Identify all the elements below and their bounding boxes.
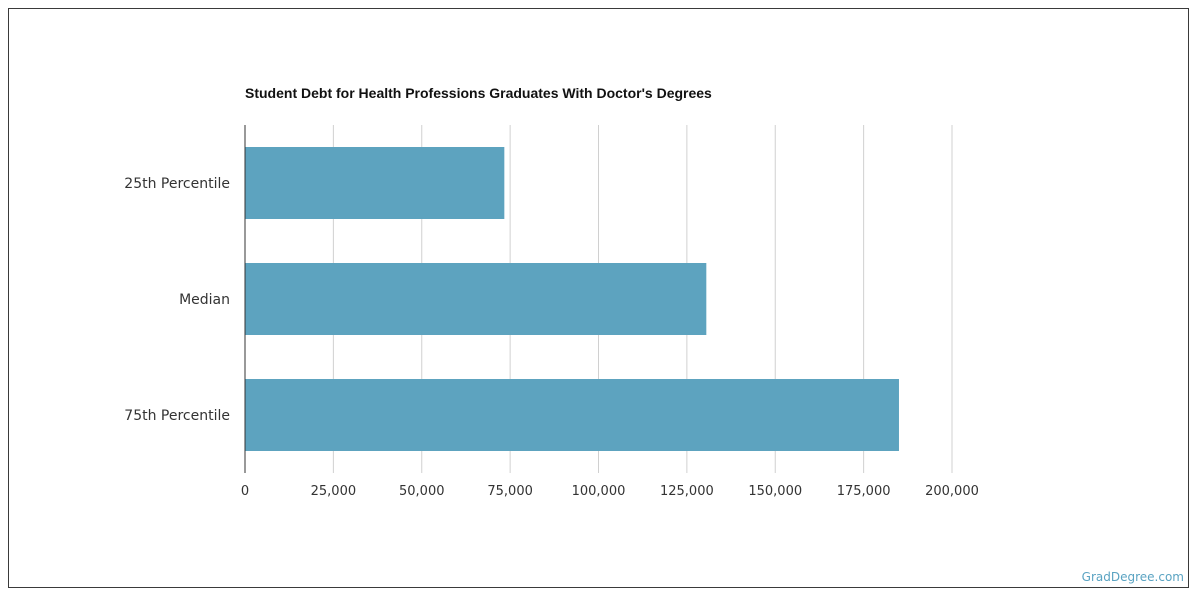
source-watermark[interactable]: GradDegree.com [1081,570,1184,584]
bar[interactable] [245,263,707,335]
y-category-label: Median [179,292,230,308]
x-tick-label: 50,000 [399,484,445,499]
x-tick-label: 100,000 [572,484,626,499]
y-category-label: 75th Percentile [124,408,230,424]
x-tick-label: 0 [241,484,249,499]
x-tick-label: 175,000 [837,484,891,499]
labels: 0 25,000 50,000 75,000 100,000 125,000 150,000… [124,176,979,499]
x-tick-label: 200,000 [925,484,979,499]
bar[interactable] [245,147,505,219]
x-tick-label: 125,000 [660,484,714,499]
bar[interactable] [245,379,899,451]
x-tick-label: 150,000 [748,484,802,499]
chart-title: Student Debt for Health Professions Grad… [245,85,712,101]
bars [245,147,899,451]
x-tick-label: 75,000 [487,484,533,499]
x-tick-label: 25,000 [311,484,357,499]
y-category-label: 25th Percentile [124,176,230,192]
